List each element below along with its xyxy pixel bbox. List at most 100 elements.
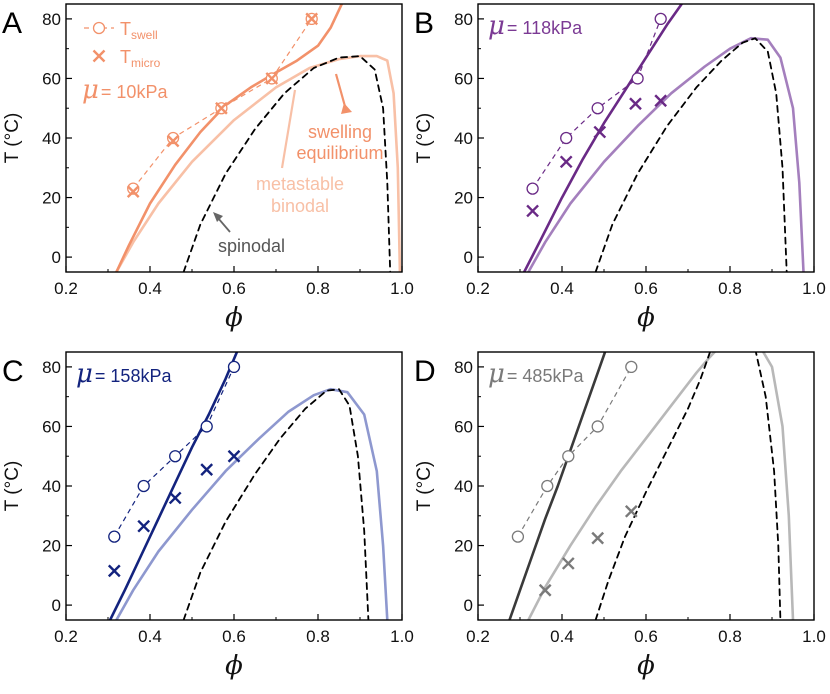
y-tick-label: 0 <box>52 248 61 267</box>
x-tick-label: 0.6 <box>634 279 658 298</box>
y-tick-label: 40 <box>454 129 473 148</box>
x-tick-label: 0.8 <box>306 279 330 298</box>
y-tick-label: 80 <box>454 358 473 377</box>
t-micro-point <box>526 204 539 218</box>
binodal-curve <box>115 387 389 620</box>
mu-symbol: μ <box>488 11 505 41</box>
mu-value: = 118kPa <box>507 18 583 38</box>
y-axis-label: T (°C) <box>414 113 435 164</box>
t-swell-point <box>227 360 241 374</box>
t-swell-point <box>526 182 539 195</box>
t-swell-point <box>591 102 604 115</box>
y-tick-label: 40 <box>42 129 61 148</box>
t-micro-point <box>166 134 180 148</box>
t-swell-point <box>541 479 554 493</box>
panel-letter: C <box>2 355 24 388</box>
metastable-binodal-annotation: metastable binodal <box>256 174 344 216</box>
t-micro-point <box>265 72 279 85</box>
spinodal-curve-right <box>754 352 782 620</box>
axes-frame <box>477 351 815 621</box>
y-axis-label: T (°C) <box>414 461 435 512</box>
x-tick-label: 0.6 <box>222 627 246 646</box>
y-tick-label: 60 <box>42 417 61 436</box>
t-micro-point <box>593 125 607 139</box>
t-micro-point <box>126 185 140 198</box>
t-micro-point <box>227 449 241 463</box>
y-tick-label: 60 <box>42 69 61 88</box>
swelling-equilibrium-curve <box>508 352 607 620</box>
swelling-equilibrium-curve <box>522 4 684 272</box>
spinodal-curve <box>594 352 711 620</box>
t-micro-point <box>538 583 552 597</box>
t-micro-point <box>107 564 121 578</box>
legend-micro-label: Tmicro <box>120 47 161 70</box>
binodal-arrow <box>280 89 297 169</box>
modulus-label: μ = 10kPa <box>82 75 168 105</box>
y-tick-label: 60 <box>454 69 473 88</box>
binodal-curve-right <box>761 352 795 620</box>
x-tick-label: 0.2 <box>54 627 78 646</box>
plot-area <box>522 4 805 272</box>
y-tick-label: 80 <box>42 358 61 377</box>
binodal-curve <box>527 352 717 620</box>
y-tick-label: 20 <box>42 189 61 208</box>
y-tick-label: 60 <box>454 417 473 436</box>
y-tick-label: 0 <box>52 596 61 615</box>
y-tick-label: 80 <box>42 10 61 29</box>
x-axis-label: ϕ <box>225 651 243 681</box>
y-tick-label: 80 <box>454 10 473 29</box>
t-swell-point <box>200 420 213 433</box>
t-swell-point <box>654 12 667 26</box>
x-tick-label: 0.2 <box>466 279 490 298</box>
x-tick-label: 1.0 <box>802 627 826 646</box>
panel-c: 0.2 0.4 0.6 0.8 1.0 0 20 40 60 80 ϕ T (°C) C μ = 158kP… <box>2 351 414 681</box>
spinodal-arrow <box>217 217 231 233</box>
t-swell-line <box>532 18 662 189</box>
binodal-curve <box>527 36 805 272</box>
panel-b: 0.2 0.4 0.6 0.8 1.0 0 20 40 60 80 ϕ T (°C) B μ = 118kP… <box>414 3 826 333</box>
x-tick-label: 0.6 <box>634 627 658 646</box>
x-tick-label: 0.4 <box>550 279 574 298</box>
t-swell-point <box>169 450 182 463</box>
spinodal-annotation: spinodal <box>218 236 285 256</box>
y-tick-label: 40 <box>454 477 473 496</box>
t-micro-point <box>137 519 151 533</box>
t-micro-point <box>591 531 605 545</box>
axes-frame <box>65 351 403 621</box>
swelling-equilibrium-curve <box>108 352 239 620</box>
y-axis-label: T (°C) <box>2 461 23 512</box>
swelling-arrowhead <box>341 103 352 114</box>
t-swell-line <box>517 366 632 537</box>
t-swell-point <box>591 420 604 433</box>
modulus-label: μ = 485kPa <box>488 359 584 389</box>
t-swell-point <box>562 450 575 463</box>
mu-value: = 10kPa <box>101 82 169 102</box>
mu-value: = 485kPa <box>507 366 585 386</box>
x-axis-label: ϕ <box>637 651 655 681</box>
mu-symbol: μ <box>76 359 93 389</box>
plot-area <box>115 4 402 272</box>
t-micro-point <box>168 491 182 505</box>
legend-micro-marker <box>92 49 106 63</box>
panel-a: 0.2 0.4 0.6 0.8 1.0 0 20 40 60 80 ϕ T (°C) Aμ = 10kPa… <box>2 3 414 333</box>
panel-d: 0.2 0.4 0.6 0.8 1.0 0 20 40 60 80 ϕ T (°C) D μ = 485kP… <box>414 351 826 681</box>
y-tick-label: 20 <box>454 537 473 556</box>
swelling-equilibrium-curve <box>115 4 344 272</box>
x-tick-label: 0.2 <box>54 279 78 298</box>
x-tick-label: 0.4 <box>550 627 574 646</box>
axes-frame <box>477 3 815 273</box>
t-micro-point <box>559 155 573 169</box>
modulus-label: μ = 118kPa <box>488 11 583 41</box>
mu-symbol: μ <box>488 359 505 389</box>
t-swell-point <box>108 530 121 543</box>
y-tick-label: 0 <box>464 248 473 267</box>
y-tick-label: 0 <box>464 596 473 615</box>
x-tick-label: 1.0 <box>390 279 414 298</box>
y-tick-label: 20 <box>42 537 61 556</box>
panel-letter: B <box>414 7 434 40</box>
t-micro-point <box>629 97 642 111</box>
plot-area <box>508 352 795 620</box>
t-swell-point <box>166 131 180 145</box>
x-tick-label: 0.8 <box>306 627 330 646</box>
